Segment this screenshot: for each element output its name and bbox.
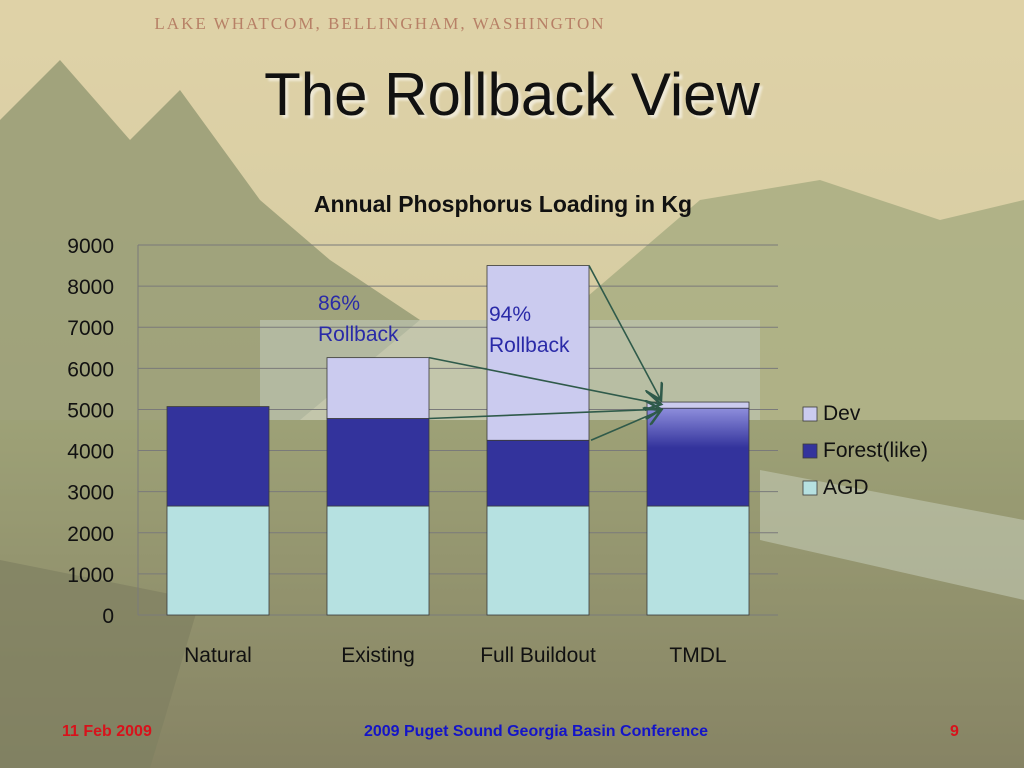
footer-conference: 2009 Puget Sound Georgia Basin Conferenc… [363,723,709,740]
x-tick-label-tmdl: TMDL [669,644,726,667]
photo-caption: LAKE WHATCOM, BELLINGHAM, WASHINGTON [154,14,606,33]
slide-title: The Rollback View [264,61,760,128]
bar-tmdl-agd [646,505,750,616]
rollback-annotation-1-label: Rollback [318,323,399,346]
rollback-annotation-2-percent: 94% [489,303,531,326]
x-tick-label-existing: Existing [341,644,415,667]
arrow-buildout-dev [588,265,661,401]
bar-full-buildout-dev [486,265,590,441]
footer-page-number: 9 [950,723,959,740]
y-tick-label-3000: 3000 [67,482,114,505]
y-tick-label-0: 0 [102,605,114,628]
arrow-existing-forest [428,409,661,418]
y-tick-label-7000: 7000 [67,317,114,340]
bar-existing-agd [326,505,430,616]
legend-label-forest-like: Forest(like) [823,439,928,462]
arrow-existing-dev [428,356,661,405]
bar-existing-dev [326,357,430,419]
footer-date: 11 Feb 2009 [62,723,152,740]
chart-title: Annual Phosphorus Loading in Kg [314,191,692,217]
bar-natural-agd [166,505,270,616]
x-tick-label-natural: Natural [184,644,252,667]
y-tick-label-5000: 5000 [67,399,114,422]
legend-swatch-forest-like [802,443,818,459]
bar-full-buildout-agd [486,505,590,616]
y-tick-label-6000: 6000 [67,358,114,381]
bar-full-buildout-forest-like [486,439,590,507]
legend-swatch-dev [802,406,818,422]
bar-tmdl-dev [646,401,750,409]
legend-label-agd: AGD [823,476,869,499]
y-tick-label-8000: 8000 [67,276,114,299]
x-tick-label-full-buildout: Full Buildout [480,644,596,667]
rollback-annotation-2-label: Rollback [489,334,570,357]
tmdl-gradient-highlight [647,408,749,448]
y-tick-label-1000: 1000 [67,564,114,587]
phosphorus-loading-chart: Annual Phosphorus Loading in Kg 0 1000 2000… [67,191,928,667]
legend-label-dev: Dev [823,402,861,425]
arrow-buildout-forest [590,410,661,442]
bar-natural-forest-like [166,406,270,507]
y-tick-label-2000: 2000 [67,523,114,546]
legend-swatch-agd [802,480,818,496]
y-tick-label-4000: 4000 [67,441,114,464]
bar-existing-forest-like [326,418,430,507]
y-tick-label-9000: 9000 [67,235,114,258]
rollback-annotation-1-percent: 86% [318,292,360,315]
